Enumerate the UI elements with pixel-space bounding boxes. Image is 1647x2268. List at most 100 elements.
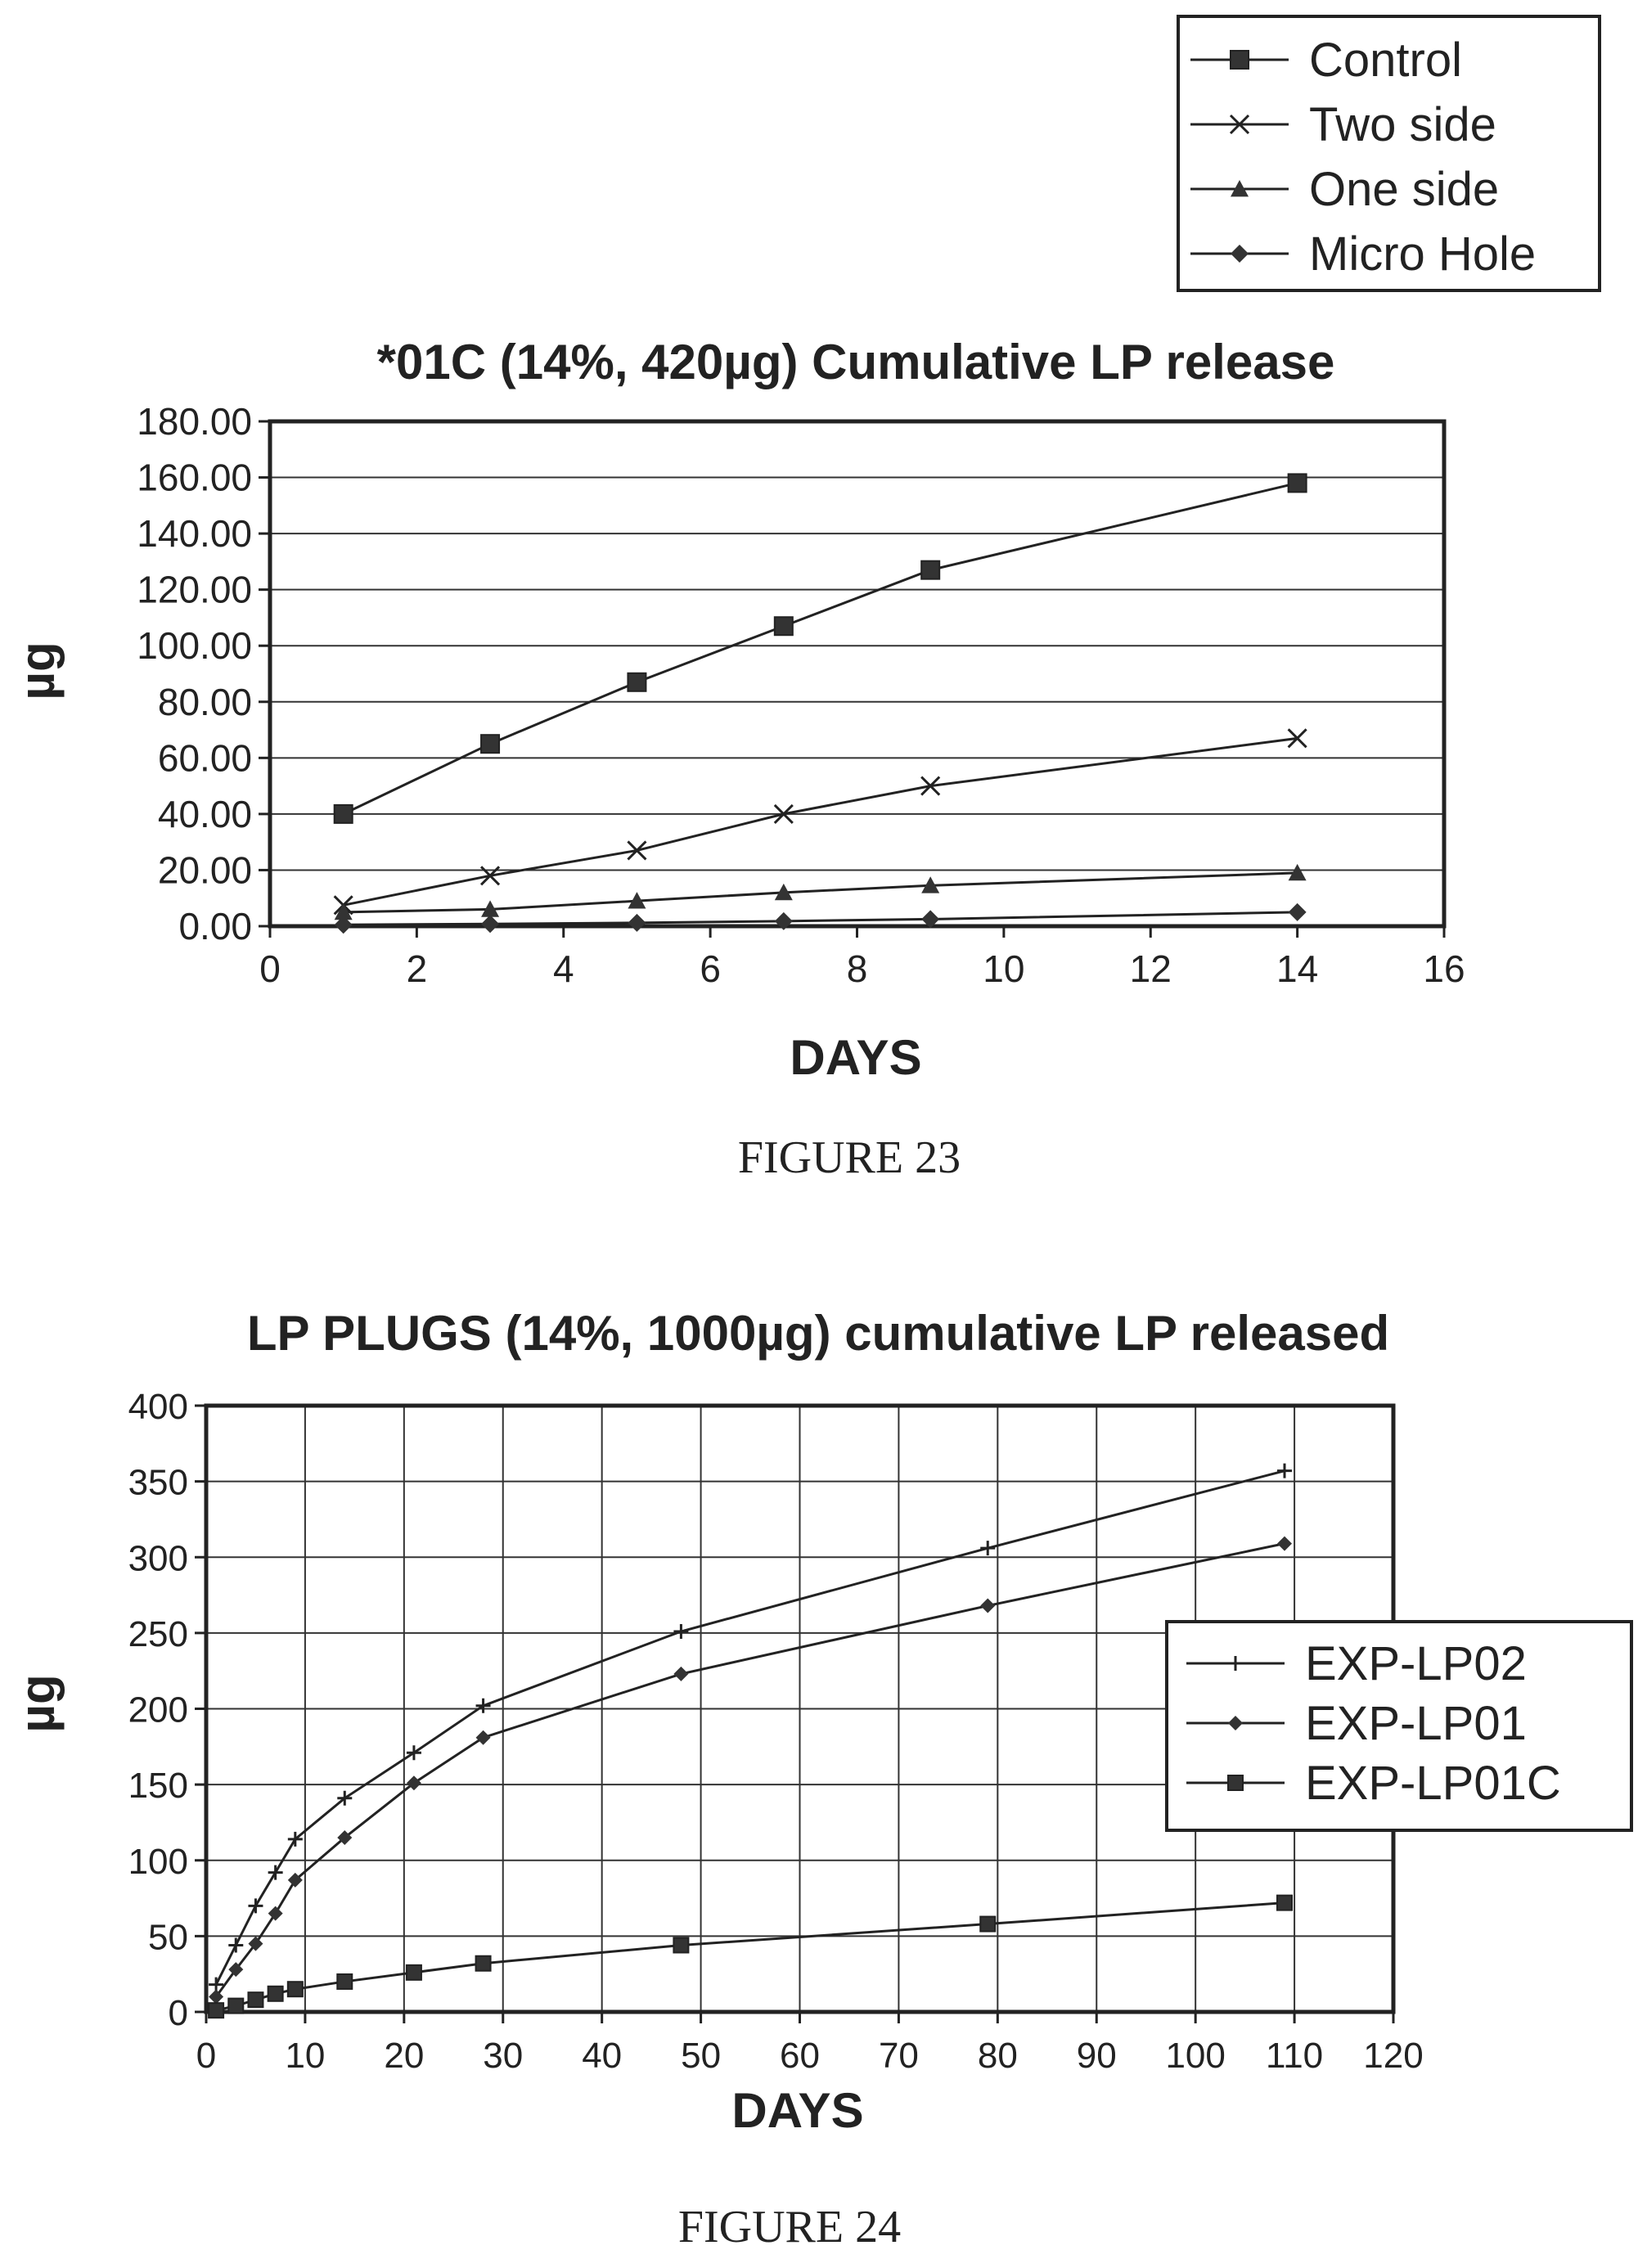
series-two-side — [333, 728, 1307, 916]
series-exp-lp02-point — [268, 1865, 283, 1880]
chart-24-title: LP PLUGS (14%, 1000µg) cumulative LP rel… — [247, 1306, 1389, 1361]
chart-24: LP PLUGS (14%, 1000µg) cumulative LP rel… — [10, 1306, 1633, 2252]
legend-23-items: Control Two side One side Micro Hole — [1190, 34, 1536, 281]
y-tick-label: 0.00 — [178, 905, 252, 947]
series-two-side-point — [627, 840, 647, 861]
figure-23-caption: FIGURE 23 — [738, 1132, 961, 1183]
series-exp-lp01 — [209, 1536, 1292, 2005]
y-tick-label: 160.00 — [137, 457, 252, 499]
series-exp-lp01-point — [1276, 1536, 1292, 1551]
legend-label: EXP-LP01 — [1305, 1697, 1527, 1750]
legend-marker — [1227, 1775, 1244, 1791]
x-tick-label: 8 — [847, 947, 868, 990]
series-micro-hole-line — [343, 911, 1298, 926]
plot-24-ticks: 0 50 100 150 200 250 300 350 400 0 10 20 30 40 50 60 70 8… — [128, 1387, 1424, 2076]
series-two-side-point — [773, 803, 794, 824]
y-tick-label: 140.00 — [137, 512, 252, 555]
series-micro-hole-point — [334, 916, 353, 934]
chart-23-ylabel: µg — [10, 641, 65, 700]
legend-label: EXP-LP02 — [1305, 1637, 1527, 1690]
x-tick-label: 60 — [780, 2036, 820, 2076]
x-tick-label: 10 — [983, 947, 1024, 990]
series-control — [333, 473, 1307, 824]
series-exp-lp01c-line — [215, 1901, 1285, 2012]
series-exp-lp01-point — [268, 1906, 283, 1921]
series-control-point — [333, 803, 353, 824]
series-exp-lp02-point — [337, 1790, 353, 1806]
y-tick-label: 200 — [128, 1690, 188, 1730]
plot-24-series — [208, 1463, 1293, 2019]
plot-23-series — [333, 473, 1307, 934]
series-control-point — [920, 560, 941, 580]
plot-23-frame — [268, 419, 1447, 929]
legend-item-exp-lp01c: EXP-LP01C — [1186, 1757, 1561, 1810]
series-exp-lp02-point — [980, 1541, 996, 1556]
y-tick-label: 400 — [128, 1387, 188, 1427]
series-micro-hole-point — [774, 911, 793, 930]
series-micro-hole-point — [921, 910, 940, 929]
series-exp-lp02-point — [673, 1624, 689, 1640]
series-one-side — [334, 863, 1307, 920]
series-control-point — [480, 734, 501, 754]
legend-marker — [1231, 180, 1249, 197]
series-micro-hole — [334, 902, 1307, 934]
series-one-side-point — [1288, 863, 1307, 881]
legend-label: Micro Hole — [1309, 227, 1536, 281]
series-exp-lp01-point — [475, 1730, 491, 1745]
legend-24-items: EXP-LP02 EXP-LP01 EXP-LP01C — [1186, 1637, 1561, 1810]
x-tick-label: 30 — [483, 2036, 523, 2076]
series-exp-lp01c-point — [405, 1964, 422, 1981]
legend-marker — [1228, 1656, 1243, 1671]
series-control-point — [627, 672, 647, 692]
chart-23: Control Two side One side Micro Hole *01C (… — [10, 15, 1601, 1183]
series-micro-hole-point — [481, 915, 500, 934]
series-two-side-line — [343, 736, 1298, 907]
series-two-side-point — [1287, 728, 1307, 749]
series-exp-lp02-point — [406, 1745, 421, 1761]
series-exp-lp01-point — [406, 1775, 421, 1791]
series-one-side-point — [334, 902, 353, 920]
y-tick-label: 20.00 — [158, 848, 252, 891]
x-tick-label: 16 — [1423, 947, 1465, 990]
x-tick-label: 100 — [1165, 2036, 1225, 2076]
x-tick-label: 120 — [1363, 2036, 1423, 2076]
x-tick-label: 10 — [285, 2036, 325, 2076]
series-exp-lp01c-point — [979, 1915, 997, 1933]
x-tick-label: 40 — [582, 2036, 622, 2076]
y-tick-label: 300 — [128, 1538, 188, 1578]
chart-23-title: *01C (14%, 420µg) Cumulative LP release — [377, 335, 1335, 389]
figure-24-caption: FIGURE 24 — [678, 2202, 901, 2252]
x-tick-label: 0 — [196, 2036, 216, 2076]
series-micro-hole-point — [1288, 902, 1307, 921]
chart-23-xlabel: DAYS — [790, 1030, 921, 1085]
series-exp-lp01-point — [228, 1962, 244, 1978]
x-tick-label: 80 — [978, 2036, 1018, 2076]
x-tick-label: 4 — [553, 947, 574, 990]
y-tick-label: 180.00 — [137, 400, 252, 443]
y-tick-label: 150 — [128, 1766, 188, 1806]
plot-23-ticks: 0.00 20.00 40.00 60.00 80.00 100.00 120.00 140.… — [137, 400, 1465, 990]
y-tick-label: 0 — [169, 1993, 188, 2033]
series-control-point — [773, 616, 794, 637]
series-exp-lp01c-point — [1276, 1894, 1293, 1911]
series-two-side-point — [920, 776, 941, 796]
y-tick-label: 100.00 — [137, 624, 252, 667]
x-tick-label: 20 — [384, 2036, 424, 2076]
series-one-side-line — [343, 871, 1298, 914]
series-control-point — [1287, 473, 1307, 493]
legend-label: One side — [1309, 163, 1499, 216]
x-tick-label: 12 — [1130, 947, 1172, 990]
series-exp-lp02-point — [1276, 1463, 1292, 1478]
legend-marker — [1231, 245, 1249, 263]
series-exp-lp02-line — [214, 1469, 1285, 1986]
y-tick-label: 100 — [128, 1842, 188, 1882]
y-tick-label: 120.00 — [137, 569, 252, 611]
legend-item-exp-lp01: EXP-LP01 — [1186, 1697, 1527, 1750]
x-tick-label: 2 — [407, 947, 428, 990]
series-one-side-point — [921, 876, 940, 893]
x-tick-label: 0 — [259, 947, 281, 990]
series-exp-lp01c-point — [286, 1981, 304, 1998]
chart-24-ylabel: µg — [10, 1674, 65, 1732]
series-exp-lp01-point — [673, 1666, 689, 1681]
